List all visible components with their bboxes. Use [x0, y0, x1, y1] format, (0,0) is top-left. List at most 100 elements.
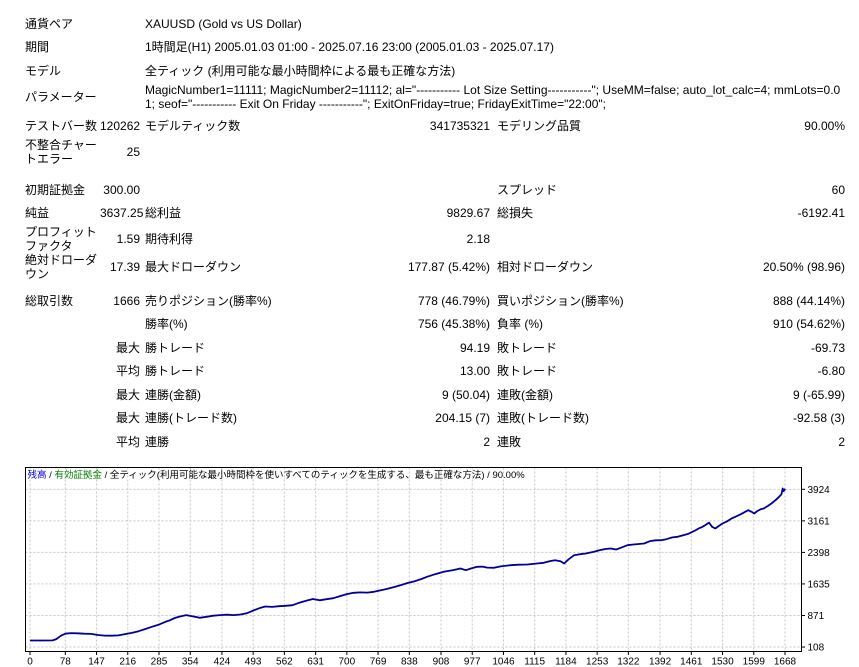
report-label: パラメーター — [25, 89, 97, 104]
report-row: 平均 連勝 2 連敗 2 — [25, 430, 845, 454]
report-value: 300.00 — [103, 182, 140, 197]
report-row: テストバー数 120262 モデルティック数 341735321 モデリング品質 90.0… — [25, 115, 845, 139]
report-value-wide: MagicNumber1=11111; MagicNumber2=11112; … — [145, 82, 841, 111]
report-row: 勝率(%) 756 (45.38%) 負率 (%) 910 (54.62%) — [25, 313, 845, 337]
legend-separator: / — [485, 470, 493, 481]
x-tick-label: 354 — [182, 657, 199, 667]
report-value: 3637.25 — [100, 206, 144, 221]
report-label: 勝トレード — [145, 364, 206, 379]
report-row: 絶対ドローダウン 17.39 最大ドローダウン 177.87 (5.42%) 相対ドロー… — [25, 253, 845, 281]
x-tick-label: 908 — [433, 657, 450, 667]
x-tick-label: 1668 — [774, 657, 797, 667]
report-label: 期待利得 — [145, 232, 194, 246]
report-value: 177.87 (5.42%) — [407, 260, 490, 274]
report-value: 94.19 — [459, 340, 490, 355]
report-row: 通貨ペア XAUUSD (Gold vs US Dollar) — [25, 12, 845, 36]
report-value: 2 — [838, 434, 845, 449]
report-value: 平均 — [115, 434, 140, 449]
report-label: 敗トレード — [497, 340, 558, 355]
report-value: 756 (45.38%) — [417, 317, 490, 332]
report-value: 最大 — [115, 411, 140, 426]
legend-separator: / — [102, 470, 110, 481]
report-value-wide: XAUUSD (Gold vs US Dollar) — [145, 16, 302, 31]
y-tick-label: 3161 — [808, 516, 831, 527]
report-value: 25 — [126, 145, 140, 159]
x-tick-label: 1253 — [586, 657, 609, 667]
report-value: 平均 — [115, 364, 140, 379]
report-label: モデルティック数 — [145, 119, 241, 134]
report-label: 純益 — [25, 206, 50, 221]
x-tick-label: 1046 — [492, 657, 515, 667]
report-label: モデル — [25, 63, 62, 78]
y-tick-label: 108 — [808, 643, 825, 654]
x-tick-label: 1530 — [711, 657, 734, 667]
x-tick-label: 147 — [88, 657, 105, 667]
report-value: 13.00 — [459, 364, 490, 379]
x-tick-label: 1184 — [555, 657, 577, 667]
x-tick-label: 700 — [339, 657, 356, 667]
x-tick-label: 1115 — [524, 657, 545, 667]
x-tick-label: 631 — [307, 657, 324, 667]
report-value: 910 (54.62%) — [772, 317, 845, 332]
report-label: 連勝(金額) — [145, 387, 201, 402]
y-tick-label: 1635 — [808, 579, 831, 590]
report-value: 90.00% — [804, 119, 845, 134]
report-value: 204.15 (7) — [435, 411, 490, 426]
report-row: パラメーター MagicNumber1=11111; MagicNumber2=1… — [25, 83, 845, 111]
y-tick-label: 871 — [808, 611, 825, 622]
report-row: 最大 勝トレード 94.19 敗トレード -69.73 — [25, 336, 845, 360]
report-label: 総取引数 — [25, 293, 74, 308]
balance-curve — [30, 487, 786, 642]
balance-chart-svg: 0 78 147 216 285 354 424 493 562 631 700 769 838 908 9… — [25, 467, 831, 667]
report-value: 9829.67 — [446, 206, 490, 221]
legend-model-label: 全ティック(利用可能な最小時間枠を使いすべてのティックを生成する、最も正確な方法… — [110, 469, 485, 481]
report-label: 最大ドローダウン — [145, 260, 242, 274]
report-value: 1666 — [113, 293, 140, 308]
x-tick-label: 1599 — [743, 657, 766, 667]
report-label: 総損失 — [497, 206, 534, 221]
report-value: 341735321 — [429, 119, 490, 134]
x-tick-label: 493 — [245, 657, 262, 667]
x-tick-label: 1322 — [617, 657, 640, 667]
legend-separator: / — [47, 470, 55, 481]
report-row: 期間 1時間足(H1) 2005.01.03 01:00 - 2025.07.16… — [25, 36, 845, 60]
report-label: 売りポジション(勝率%) — [145, 293, 272, 308]
report-value: -69.73 — [810, 340, 845, 355]
legend-quality-value: 90.00% — [492, 470, 525, 481]
report-value: -92.58 (3) — [792, 411, 845, 426]
report-label: 負率 (%) — [497, 317, 543, 332]
report-value: 778 (46.79%) — [417, 293, 490, 308]
report-value: 1.59 — [116, 232, 140, 246]
x-tick-label: 562 — [276, 657, 293, 667]
report-row: 最大 連勝(トレード数) 204.15 (7) 連敗(トレード数) -92.58 (3) — [25, 407, 845, 431]
x-tick-label: 285 — [151, 657, 168, 667]
x-tick-label: 424 — [214, 657, 231, 667]
report-value: 2 — [483, 434, 490, 449]
report-label: 相対ドローダウン — [497, 260, 594, 274]
report-label: テストバー数 — [25, 119, 98, 134]
x-tick-label: 1461 — [680, 657, 703, 667]
report-label: 連敗 — [497, 434, 522, 449]
report-label: 連敗(金額) — [497, 387, 553, 402]
report-label: 買いポジション(勝率%) — [497, 293, 624, 308]
y-tick-label: 2398 — [808, 548, 831, 559]
report-label: モデリング品質 — [497, 119, 582, 134]
report-label: プロフィットファクタ — [25, 225, 97, 253]
report-value: 120262 — [100, 119, 141, 134]
report-label: 連勝(トレード数) — [145, 411, 237, 426]
report-value-wide: 1時間足(H1) 2005.01.03 01:00 - 2025.07.16 2… — [145, 40, 554, 55]
x-tick-label: 0 — [27, 657, 33, 667]
report-row: モデル 全ティック (利用可能な最小時間枠による最も正確な方法) — [25, 59, 845, 83]
report-value: -6.80 — [817, 364, 845, 379]
report-row: 最大 連勝(金額) 9 (50.04) 連敗(金額) 9 (-65.99) — [25, 383, 845, 407]
report-label: 勝トレード — [145, 340, 206, 355]
report-label: 絶対ドローダウン — [25, 253, 98, 281]
report-label: 勝率(%) — [145, 317, 188, 332]
report-label: 初期証拠金 — [25, 182, 86, 197]
x-tick-label: 216 — [119, 657, 136, 667]
report-value: 最大 — [115, 340, 140, 355]
report-value: 17.39 — [109, 260, 140, 274]
x-tick-label: 977 — [464, 657, 481, 667]
x-tick-label: 1392 — [649, 657, 672, 667]
report-row: 総取引数 1666 売りポジション(勝率%) 778 (46.79%) 買いポジション(… — [25, 289, 845, 313]
